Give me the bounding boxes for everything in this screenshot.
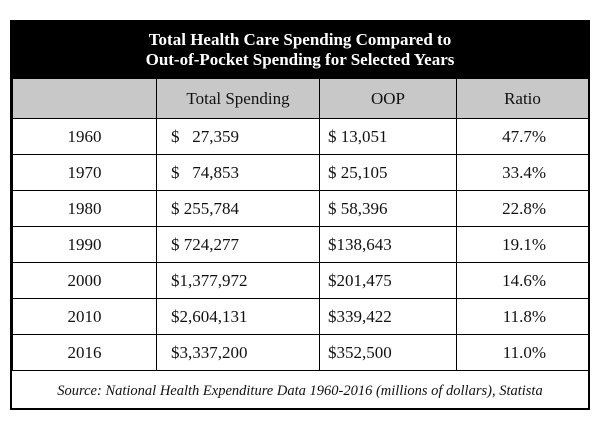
- data-row: 1980 $ 255,784 $ 58,396 22.8%: [12, 190, 589, 227]
- cell: 11.8%: [456, 298, 589, 335]
- data-row: 2016 $3,337,200 $352,500 11.0%: [12, 334, 589, 371]
- data-row: 1970 $ 74,853 $ 25,105 33.4%: [12, 154, 589, 191]
- table-body: Total Spending OOP Ratio 1960 $ 27,359 $ 1…: [12, 78, 589, 371]
- table: Total Spending OOP Ratio 1960 $ 27,359 $ 1…: [12, 78, 589, 371]
- cell: 33.4%: [456, 154, 589, 191]
- cell: $ 724,277: [156, 226, 320, 263]
- data-row: 2000 $1,377,972 $201,475 14.6%: [12, 262, 589, 299]
- cell: 1960: [12, 118, 157, 155]
- cell: $201,475: [319, 262, 457, 299]
- cell: 22.8%: [456, 190, 589, 227]
- cell: $ 74,853: [156, 154, 320, 191]
- data-row: 2010 $2,604,131 $339,422 11.8%: [12, 298, 589, 335]
- cell: 2016: [12, 334, 157, 371]
- cell: 2000: [12, 262, 157, 299]
- cell: $339,422: [319, 298, 457, 335]
- cell: $3,337,200: [156, 334, 320, 371]
- cell: $ 25,105: [319, 154, 457, 191]
- source-note: Source: National Health Expenditure Data…: [57, 382, 543, 399]
- cell: $2,604,131: [156, 298, 320, 335]
- cell: $1,377,972: [156, 262, 320, 299]
- cell: 1990: [12, 226, 157, 263]
- data-row: 1990 $ 724,277 $138,643 19.1%: [12, 226, 589, 263]
- header-cell: [12, 78, 157, 119]
- cell: 2010: [12, 298, 157, 335]
- cell: $ 13,051: [319, 118, 457, 155]
- title: Total Health Care Spending Compared to O…: [12, 22, 588, 78]
- cell: 11.0%: [456, 334, 589, 371]
- cell: 1980: [12, 190, 157, 227]
- cell: 14.6%: [456, 262, 589, 299]
- title-line: Out-of-Pocket Spending for Selected Year…: [145, 50, 455, 69]
- table-card: Total Health Care Spending Compared to O…: [10, 20, 590, 410]
- header-cell: Total Spending: [156, 78, 320, 119]
- title-line: Total Health Care Spending Compared to: [148, 30, 452, 49]
- header-row: Total Spending OOP Ratio: [12, 78, 589, 119]
- cell: $ 58,396: [319, 190, 457, 227]
- cell: 1970: [12, 154, 157, 191]
- cell: $138,643: [319, 226, 457, 263]
- cell: 19.1%: [456, 226, 589, 263]
- cell: $ 255,784: [156, 190, 320, 227]
- data-row: 1960 $ 27,359 $ 13,051 47.7%: [12, 118, 589, 155]
- cell: 47.7%: [456, 118, 589, 155]
- cell: $ 27,359: [156, 118, 320, 155]
- header-cell: Ratio: [456, 78, 589, 119]
- cell: $352,500: [319, 334, 457, 371]
- header-cell: OOP: [319, 78, 457, 119]
